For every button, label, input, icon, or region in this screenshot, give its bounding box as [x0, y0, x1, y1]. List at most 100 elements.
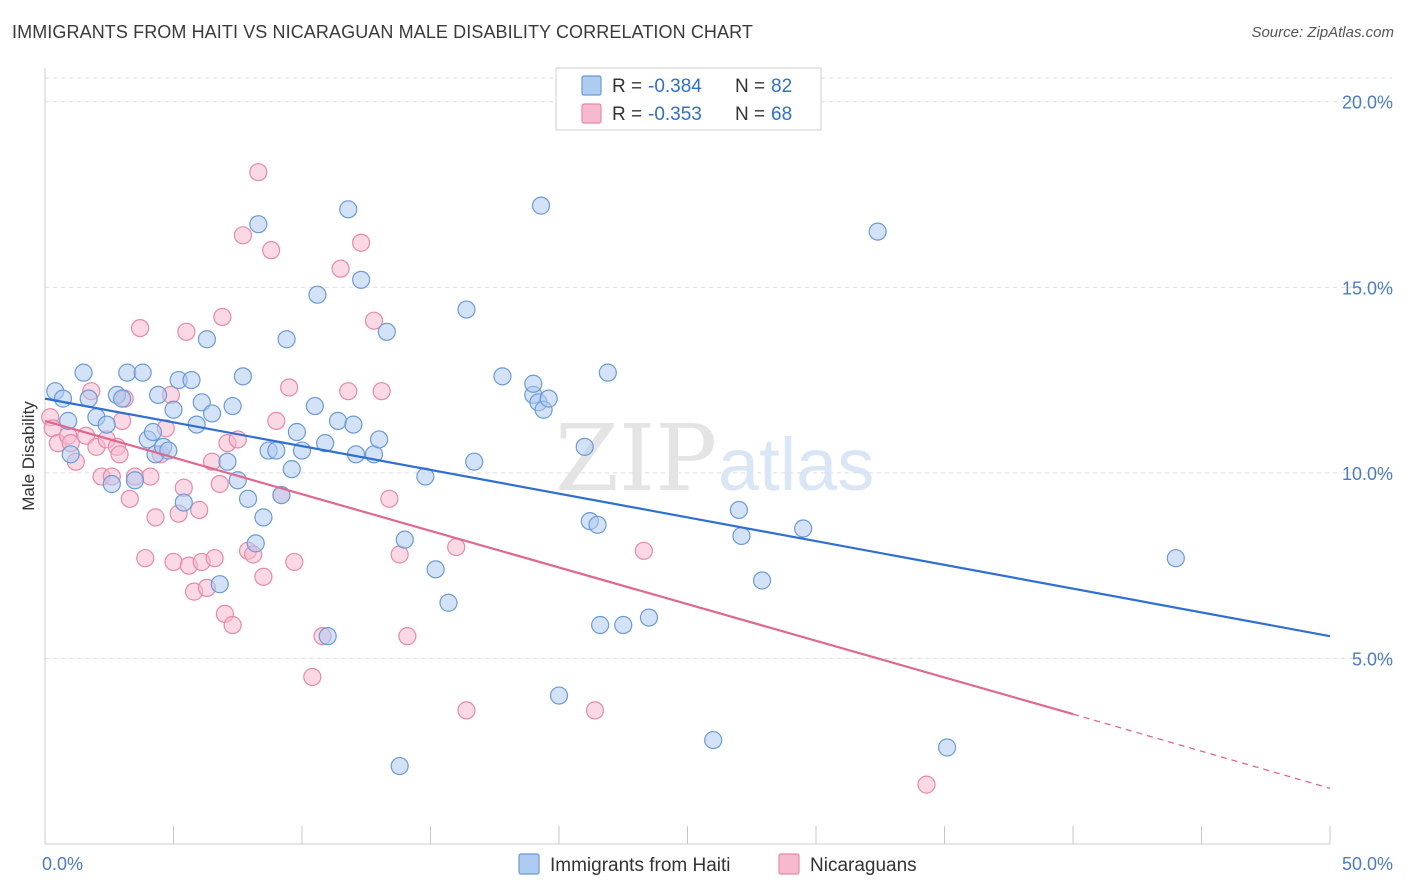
- haiti-point-40: [277, 330, 296, 349]
- legend-n-value-nicaraguans: 68: [771, 104, 792, 125]
- nicaraguans-point-47: [262, 241, 281, 260]
- nicaraguans-point-62: [447, 537, 466, 557]
- legend-n-label-nicaraguans: N =: [735, 104, 765, 125]
- legend-n-label-haiti: N =: [735, 76, 765, 97]
- haiti-point-79: [729, 500, 749, 520]
- haiti-point-63: [493, 367, 512, 386]
- chart-title: IMMIGRANTS FROM HAITI VS NICARAGUAN MALE…: [12, 22, 753, 42]
- haiti-points: [46, 196, 1185, 776]
- haiti-point-54: [370, 430, 389, 449]
- haiti-point-57: [395, 530, 414, 549]
- nicaraguans-point-20: [141, 467, 160, 486]
- haiti-point-39: [272, 486, 291, 505]
- y-axis-label: Male Disability: [19, 401, 38, 511]
- x-tick-label-0: 0.0%: [42, 854, 83, 874]
- legend-swatch-haiti: [581, 75, 602, 96]
- haiti-point-84: [937, 738, 957, 757]
- nicaraguans-point-35: [205, 549, 224, 568]
- haiti-point-55: [377, 322, 396, 341]
- haiti-point-83: [868, 222, 887, 241]
- haiti-point-4: [74, 363, 93, 382]
- axes: [44, 68, 1331, 845]
- nicaraguans-point-13: [110, 445, 129, 464]
- nicaraguans-point-36: [210, 474, 229, 494]
- y-tick-label-2: 15.0%: [1342, 278, 1393, 298]
- grid-lines: [45, 77, 1392, 659]
- haiti-point-81: [752, 571, 772, 590]
- y-tick-label-1: 10.0%: [1342, 464, 1393, 484]
- nicaraguans-point-40: [223, 615, 242, 635]
- haiti-point-34: [246, 534, 265, 553]
- nicaraguans-point-64: [585, 701, 605, 720]
- haiti-trend-line: [44, 397, 1331, 638]
- haiti-point-78: [704, 730, 723, 750]
- haiti-point-41: [282, 460, 301, 479]
- haiti-point-33: [238, 489, 258, 508]
- y-tick-labels: 5.0% 10.0% 15.0% 20.0%: [1342, 93, 1393, 670]
- haiti-point-13: [133, 363, 152, 382]
- nicaraguans-point-56: [352, 233, 371, 252]
- x-tick-labels: 0.0% 50.0%: [42, 854, 1393, 874]
- nicaraguans-point-45: [249, 163, 268, 182]
- nicaraguans-point-31: [190, 500, 209, 520]
- haiti-point-67: [524, 374, 543, 393]
- nicaraguans-point-21: [146, 508, 165, 527]
- haiti-point-52: [352, 270, 371, 289]
- nicaraguans-point-54: [331, 259, 350, 278]
- haiti-point-17: [148, 385, 168, 405]
- trend-lines: [44, 397, 1331, 789]
- haiti-point-25: [192, 393, 211, 412]
- chart-source: Source: ZipAtlas.com: [1251, 24, 1394, 41]
- legend-r-value-nicaraguans: -0.353: [648, 104, 702, 125]
- nicaraguans-point-55: [339, 382, 358, 401]
- nicaraguans-point-28: [177, 322, 196, 341]
- haiti-point-61: [457, 300, 476, 319]
- nicaraguans-point-19: [136, 549, 155, 568]
- haiti-point-8: [102, 474, 121, 494]
- nicaraguans-point-46: [254, 567, 273, 586]
- haiti-point-27: [202, 404, 222, 423]
- haiti-point-11: [118, 363, 137, 382]
- y-tick-label-0: 5.0%: [1352, 649, 1393, 669]
- haiti-point-22: [174, 493, 193, 512]
- haiti-point-59: [426, 560, 445, 579]
- haiti-point-3: [61, 445, 80, 464]
- nicaraguans-point-63: [457, 701, 476, 720]
- nicaraguans-point-66: [917, 775, 936, 794]
- haiti-point-74: [591, 615, 610, 635]
- nicaraguans-trend-extension: [1072, 713, 1331, 789]
- legend-n-value-haiti: 82: [771, 76, 792, 97]
- bottom-legend-label-nicaraguans: Nicaraguans: [810, 855, 917, 876]
- haiti-point-26: [197, 330, 217, 349]
- haiti-point-23: [182, 370, 201, 390]
- haiti-point-20: [164, 400, 183, 419]
- haiti-point-38: [267, 441, 286, 460]
- nicaraguans-trend-line: [44, 419, 1074, 716]
- legend-r-label-nicaraguans: R =: [612, 104, 642, 125]
- nicaraguans-point-37: [213, 307, 232, 327]
- haiti-point-29: [218, 452, 237, 471]
- haiti-point-69: [539, 389, 558, 408]
- nicaraguans-point-51: [285, 552, 304, 572]
- haiti-point-32: [233, 367, 252, 386]
- bottom-legend-swatch-haiti: [518, 853, 540, 875]
- haiti-point-48: [328, 411, 348, 430]
- haiti-point-75: [598, 363, 617, 382]
- nicaraguans-point-65: [634, 541, 653, 560]
- haiti-point-46: [316, 434, 335, 453]
- correlation-legend: R = -0.384 N = 82 R = -0.353 N = 68: [555, 67, 822, 131]
- haiti-point-42: [287, 422, 306, 442]
- haiti-point-10: [112, 389, 132, 408]
- x-tick-label-1: 50.0%: [1342, 854, 1393, 874]
- haiti-point-49: [339, 200, 358, 219]
- haiti-point-76: [614, 615, 633, 635]
- nicaraguans-point-50: [280, 378, 299, 397]
- haiti-point-12: [125, 471, 145, 490]
- nicaraguans-point-18: [130, 318, 150, 338]
- nicaraguans-point-59: [380, 489, 399, 508]
- haiti-point-47: [318, 627, 337, 646]
- haiti-point-70: [549, 686, 569, 705]
- nicaraguans-point-42: [233, 226, 252, 245]
- haiti-point-82: [794, 519, 813, 538]
